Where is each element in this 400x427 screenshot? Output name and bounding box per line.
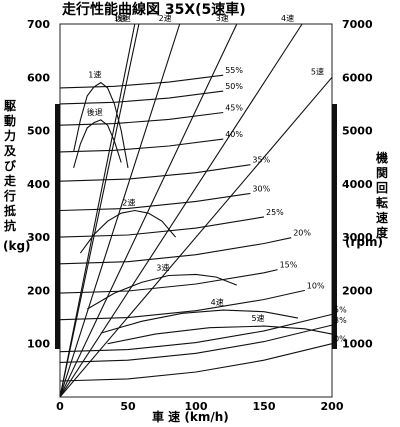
right-y-tick-label: 6000 <box>342 71 373 84</box>
left-y-ticks: 100 200 300 400 500 600 700 <box>27 18 50 351</box>
tractive-force-label: 4速 <box>211 298 224 307</box>
left-y-label-char: 動 <box>4 113 16 128</box>
right-y-label-char: 回 <box>376 181 388 195</box>
gear-speed-line <box>59 23 303 398</box>
grade-resistance-line <box>59 313 333 353</box>
gear-speed-label: 1速 <box>114 14 127 23</box>
grade-resistance-label: 10% <box>307 281 325 290</box>
grade-resistance-label: 20% <box>293 229 311 238</box>
left-y-tick-label: 100 <box>27 338 50 351</box>
left-y-tick-label: 200 <box>27 284 50 297</box>
grade-resistance-label: 5% <box>334 305 347 314</box>
left-y-tick-label: 600 <box>27 71 50 84</box>
right-y-tick-label: 7000 <box>342 18 373 31</box>
left-y-label-char: 抵 <box>4 203 16 218</box>
grade-resistance-label: 40% <box>225 130 243 139</box>
tractive-force-curve <box>79 209 177 254</box>
right-y-tick-label: 5000 <box>342 125 373 138</box>
grade-resistance-line <box>59 289 305 321</box>
grade-resistance-line <box>59 90 224 105</box>
grade-resistance-lines: 55% 50% 45% 40% 35% 30% 25% 20% 15% 10% 5% 3% 0% <box>59 66 347 382</box>
grade-resistance-label: 50% <box>225 82 243 91</box>
right-y-label-char: 転 <box>376 195 388 210</box>
grade-resistance-label: 55% <box>225 66 243 75</box>
grade-resistance-label: 45% <box>225 103 243 112</box>
left-y-label-char: び <box>4 158 17 173</box>
tractive-force-curve <box>73 81 129 168</box>
right-y-tick-label: 4000 <box>342 178 373 191</box>
tractive-force-curve <box>107 325 333 345</box>
grade-resistance-line <box>59 192 251 212</box>
right-y-label-char: 関 <box>376 166 388 180</box>
right-axis-bar <box>332 104 337 349</box>
gear-speed-line <box>59 23 238 398</box>
gear-speed-label: 5速 <box>311 67 324 76</box>
grade-resistance-line <box>59 324 333 363</box>
grade-resistance-line <box>59 216 265 238</box>
grade-resistance-line <box>59 164 251 182</box>
tractive-force-label: 1速 <box>88 71 101 80</box>
grade-resistance-line <box>59 237 292 265</box>
x-tick-label: 50 <box>120 400 136 413</box>
left-y-label-char: 駆 <box>4 98 16 113</box>
right-y-label-char: 度 <box>376 225 389 240</box>
left-y-axis-unit: (kg) <box>3 239 31 253</box>
gear-speed-label: 2速 <box>159 14 172 23</box>
plot-frame <box>59 23 333 398</box>
grade-resistance-label: 25% <box>266 208 284 217</box>
right-y-ticks: 1000 2000 3000 4000 5000 6000 7000 <box>342 18 373 351</box>
grade-resistance-label: 15% <box>280 261 298 270</box>
gear-speed-line <box>59 23 140 398</box>
x-tick-label: 150 <box>253 400 276 413</box>
grade-resistance-line <box>59 138 224 153</box>
right-y-tick-label: 1000 <box>342 338 373 351</box>
grade-resistance-label: 30% <box>252 184 270 193</box>
chart-title: 走行性能曲線図 35X(5速車) <box>62 1 246 18</box>
x-ticks: 0 50 100 150 200 <box>56 400 344 413</box>
left-y-label-char: 及 <box>4 144 17 158</box>
left-y-tick-label: 700 <box>27 18 50 31</box>
grade-resistance-label: 3% <box>334 316 347 325</box>
tractive-force-label: 後退 <box>87 107 103 117</box>
left-y-label-char: 力 <box>4 128 16 143</box>
tractive-force-label: 5速 <box>251 314 264 323</box>
grade-resistance-label: 0% <box>334 335 347 344</box>
tractive-force-curve <box>100 309 299 334</box>
left-y-label-char: 抗 <box>4 218 16 233</box>
grade-resistance-line <box>59 74 224 89</box>
tractive-force-curve <box>86 273 238 310</box>
right-y-label-char: 速 <box>376 210 388 225</box>
x-tick-label: 0 <box>56 400 64 413</box>
left-y-label-char: 走 <box>4 173 16 188</box>
gear-speed-line <box>59 76 333 398</box>
right-y-tick-label: 3000 <box>342 231 373 244</box>
left-axis-bar <box>55 104 60 349</box>
gear-speed-line <box>59 23 181 398</box>
gear-speed-label: 4速 <box>281 14 294 23</box>
grade-resistance-line <box>59 269 278 294</box>
left-y-label-char: 行 <box>3 188 16 203</box>
right-y-label-char: 機 <box>376 150 388 165</box>
right-y-axis-unit: (rpm) <box>345 235 383 249</box>
x-tick-label: 200 <box>321 400 344 413</box>
left-y-tick-label: 400 <box>27 178 50 191</box>
grade-resistance-line <box>59 111 224 126</box>
right-y-tick-label: 2000 <box>342 284 373 297</box>
left-y-tick-label: 500 <box>27 125 50 138</box>
gear-speed-label: 後退 <box>115 13 131 23</box>
gear-speed-label: 3速 <box>216 14 229 23</box>
x-axis-label: 車 速 (km/h) <box>152 409 229 424</box>
grade-resistance-line <box>59 343 333 382</box>
tractive-force-label: 3速 <box>156 264 169 273</box>
tractive-force-label: 2速 <box>122 199 135 208</box>
x-tick-label: 100 <box>185 400 208 413</box>
grade-resistance-label: 35% <box>252 156 270 165</box>
tractive-force-curve <box>73 119 122 169</box>
left-y-tick-label: 300 <box>27 231 50 244</box>
